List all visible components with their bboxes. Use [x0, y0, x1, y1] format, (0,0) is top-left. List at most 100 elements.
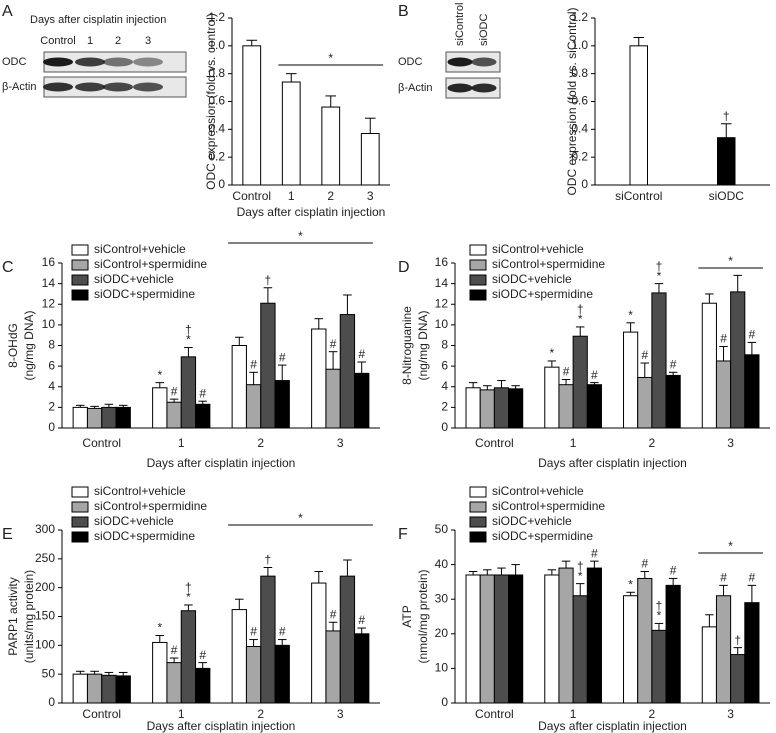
bar [242, 45, 262, 186]
x-tick-label: 3 [727, 436, 734, 450]
blot-row-label: ODC [2, 56, 27, 68]
significance-marker: # [749, 571, 756, 585]
y-tick-label: 12 [42, 296, 56, 310]
bar [260, 575, 276, 704]
legend-swatch [71, 244, 89, 256]
legend-swatch [469, 531, 487, 543]
y-axis-label: (ng/mg DNA) [416, 310, 430, 380]
x-tick-label: 3 [337, 436, 344, 450]
y-tick-label: 40 [435, 557, 449, 571]
blot-lane-label: siControl [454, 3, 466, 46]
legend-swatch [469, 259, 487, 271]
blot-band [133, 82, 163, 92]
y-tick-label: 50 [42, 666, 56, 680]
blot-row-label: ODC [398, 56, 423, 68]
bar [493, 574, 510, 704]
significance-marker: # [250, 625, 257, 639]
significance-marker: * [157, 621, 162, 635]
bar [325, 368, 341, 429]
y-tick-label: 0.4 [571, 122, 588, 136]
legend-swatch [469, 486, 487, 498]
legend-swatch [469, 516, 487, 528]
significance-marker: † [185, 323, 192, 337]
blot-band [103, 57, 133, 67]
y-axis-label: ATP [400, 605, 414, 627]
y-tick-label: 6 [48, 358, 55, 372]
legend-swatch [71, 516, 89, 528]
y-axis-label: ODC expression (fold vs. siControl) [565, 7, 579, 195]
x-tick-label: 2 [327, 189, 334, 203]
y-tick-label: 1.2 [571, 10, 588, 24]
legend-label: siControl+spermidine [94, 499, 207, 513]
x-axis-label: Days after cisplatin injection [147, 719, 296, 733]
y-tick-label: 6 [441, 358, 448, 372]
bar [321, 106, 341, 186]
x-axis-label: Days after cisplatin injection [237, 205, 386, 219]
y-tick-label: 10 [42, 317, 56, 331]
significance-marker: # [358, 613, 365, 627]
significance-marker: # [330, 337, 337, 351]
significance-marker: # [641, 557, 648, 571]
blot-band [103, 82, 133, 92]
bar [701, 626, 717, 704]
significance-marker: # [720, 571, 727, 585]
significance-marker: * [157, 368, 162, 382]
y-tick-label: 4 [441, 379, 448, 393]
y-tick-label: 2 [441, 400, 448, 414]
bar [245, 645, 262, 704]
legend-label: siODC+spermidine [94, 287, 195, 301]
bar [623, 331, 639, 429]
blot-band [447, 83, 473, 93]
significance-marker: † [577, 559, 584, 573]
significance-marker: † [723, 109, 730, 123]
bar [115, 675, 131, 704]
bar [281, 81, 301, 186]
bar [586, 567, 602, 704]
x-tick-label: 3 [337, 707, 344, 721]
y-tick-label: 16 [435, 255, 449, 269]
bar [152, 387, 168, 429]
legend-label: siODC+vehicle [492, 272, 572, 286]
significance-marker: # [171, 643, 178, 657]
y-tick-label: 8 [441, 338, 448, 352]
y-tick-label: 2 [48, 400, 55, 414]
x-tick-label: 1 [570, 707, 577, 721]
y-tick-label: 100 [35, 638, 55, 652]
x-axis-label: Days after cisplatin injection [147, 456, 296, 470]
y-tick-label: 0.4 [208, 122, 225, 136]
x-tick-label: Control [82, 436, 121, 450]
legend-swatch [469, 501, 487, 513]
panel-letter: D [398, 259, 410, 276]
significance-marker: * [628, 308, 633, 322]
bar [245, 384, 262, 429]
x-tick-label: 3 [727, 707, 734, 721]
bar [544, 574, 560, 704]
blot-band [43, 82, 73, 92]
x-tick-label: 1 [178, 436, 185, 450]
bar [152, 641, 168, 704]
significance-marker: # [563, 365, 570, 379]
panel: F 0 10 20 30 40 50 ATP (nmol/mg protein) Control 1… [398, 484, 770, 733]
bracket-label: * [298, 511, 303, 525]
y-axis-label: ODC expression (fold vs. control) [204, 13, 218, 190]
bar [558, 384, 574, 429]
bar [508, 388, 524, 429]
bar [465, 387, 481, 429]
legend-swatch [71, 501, 89, 513]
bracket-label: * [728, 539, 733, 553]
legend-swatch [469, 289, 487, 301]
y-axis-label: (nmol/mg protein) [416, 569, 430, 663]
significance-marker: † [734, 633, 741, 647]
x-axis-label: Days after cisplatin injection [538, 719, 687, 733]
significance-marker: * [186, 333, 191, 347]
legend-swatch [71, 486, 89, 498]
significance-marker: † [185, 580, 192, 594]
blot-band [43, 57, 73, 67]
significance-marker: # [171, 384, 178, 398]
significance-marker: * [186, 590, 191, 604]
y-tick-label: 14 [42, 276, 56, 290]
legend-label: siODC+vehicle [94, 272, 174, 286]
